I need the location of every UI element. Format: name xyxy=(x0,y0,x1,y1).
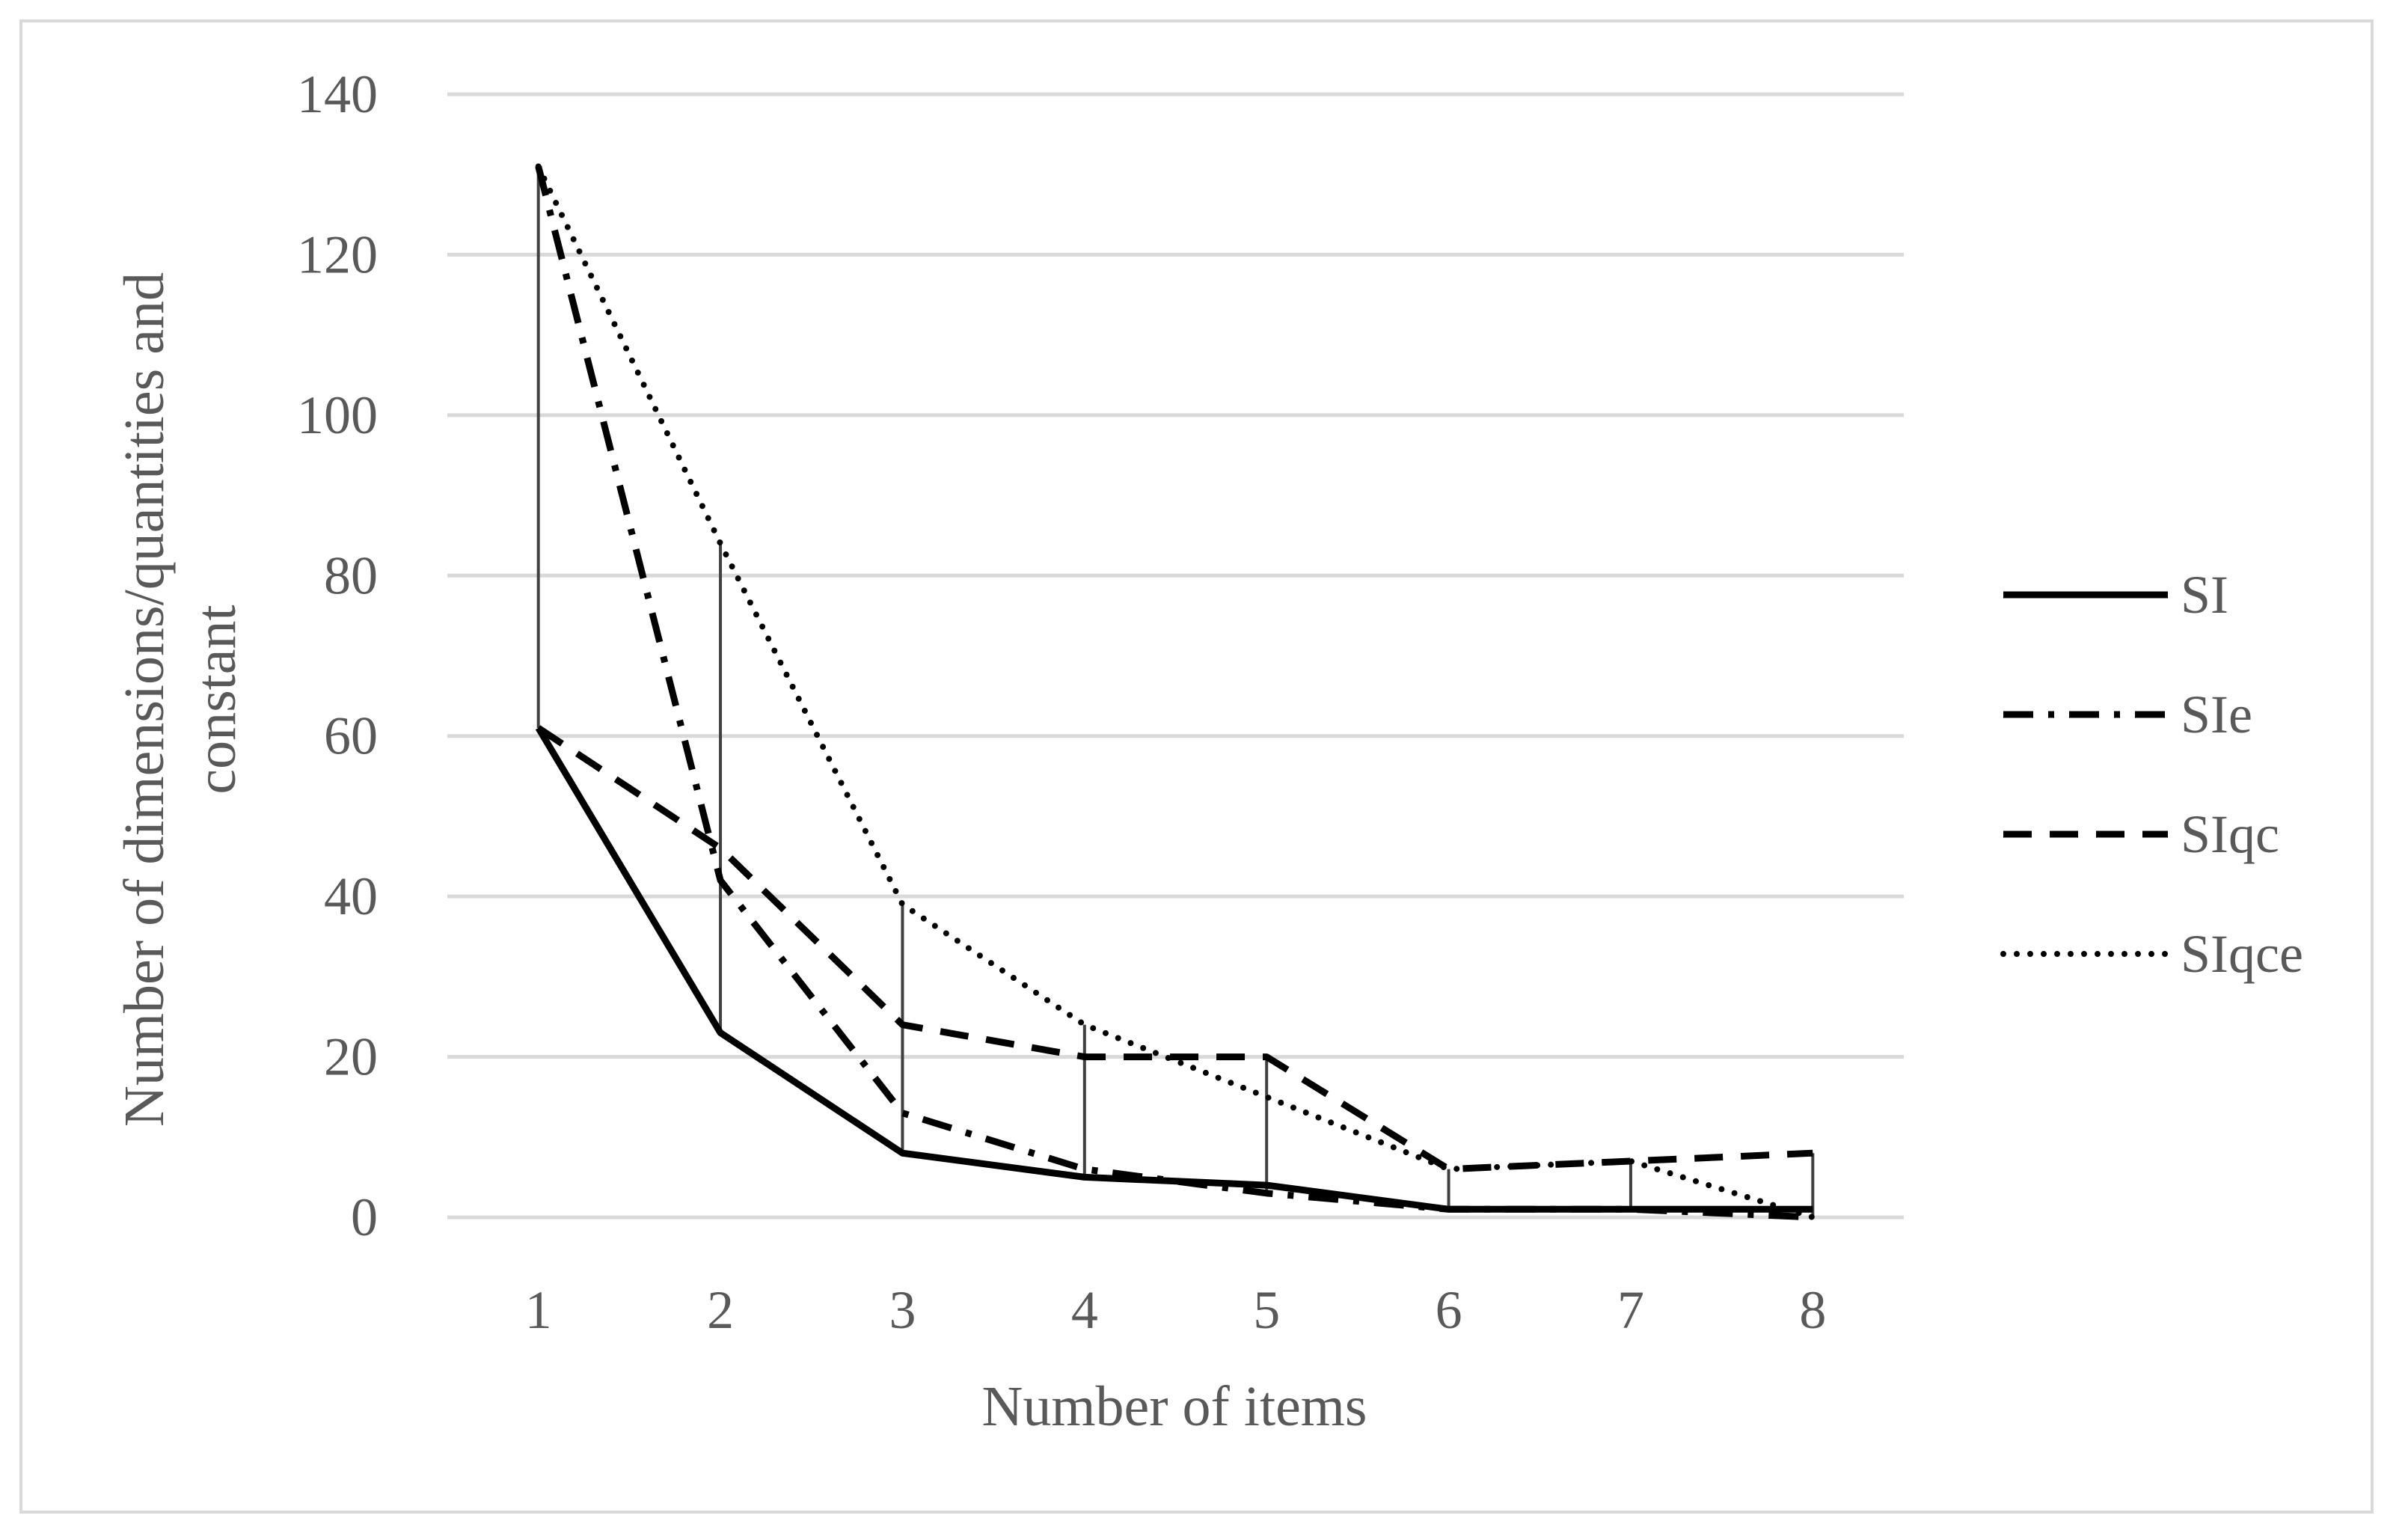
y-tick-label: 20 xyxy=(324,1027,378,1087)
x-tick-label: 6 xyxy=(1436,1280,1462,1340)
legend-label-siqc: SIqc xyxy=(2181,804,2279,864)
legend-label-si: SI xyxy=(2181,565,2228,625)
x-tick-label: 8 xyxy=(1799,1280,1826,1340)
chart-frame xyxy=(19,19,2374,1514)
series-line-si xyxy=(535,726,1813,1213)
x-tick-label: 1 xyxy=(525,1280,552,1340)
x-tick-label: 4 xyxy=(1071,1280,1098,1340)
y-tick-label: 140 xyxy=(297,64,378,124)
legend: SI SIe SIqc SIqce xyxy=(2000,565,2303,984)
legend-label-siqce: SIqce xyxy=(2181,924,2303,984)
y-tick-label: 80 xyxy=(324,545,378,605)
series-line-sie xyxy=(535,165,1813,1221)
y-tick-label: 120 xyxy=(297,224,378,284)
x-tick-label: 5 xyxy=(1253,1280,1280,1340)
gridlines xyxy=(447,92,1904,1220)
y-tick-label: 100 xyxy=(297,385,378,445)
series-line-siqce xyxy=(535,163,1816,1220)
series-line-siqc xyxy=(536,725,1813,1173)
y-tick-labels: 0 20 40 60 80 100 120 140 xyxy=(297,64,378,1247)
y-axis-title-line-1: Number of dimensions/quantities and xyxy=(113,272,176,1127)
x-axis-title: Number of items xyxy=(981,1375,1367,1438)
x-tick-label: 7 xyxy=(1617,1280,1644,1340)
x-tick-labels: 1 2 3 4 5 6 7 8 xyxy=(525,1280,1827,1340)
y-tick-label: 40 xyxy=(324,866,378,926)
x-tick-label: 3 xyxy=(889,1280,916,1340)
y-axis-title: Number of dimensions/quantities and cons… xyxy=(113,272,248,1127)
y-tick-label: 0 xyxy=(351,1187,378,1247)
x-tick-label: 2 xyxy=(707,1280,734,1340)
series-lines xyxy=(535,163,1816,1221)
y-axis-title-line-2: constant xyxy=(185,605,248,794)
y-tick-label: 60 xyxy=(324,706,378,766)
legend-label-sie: SIe xyxy=(2181,685,2252,744)
